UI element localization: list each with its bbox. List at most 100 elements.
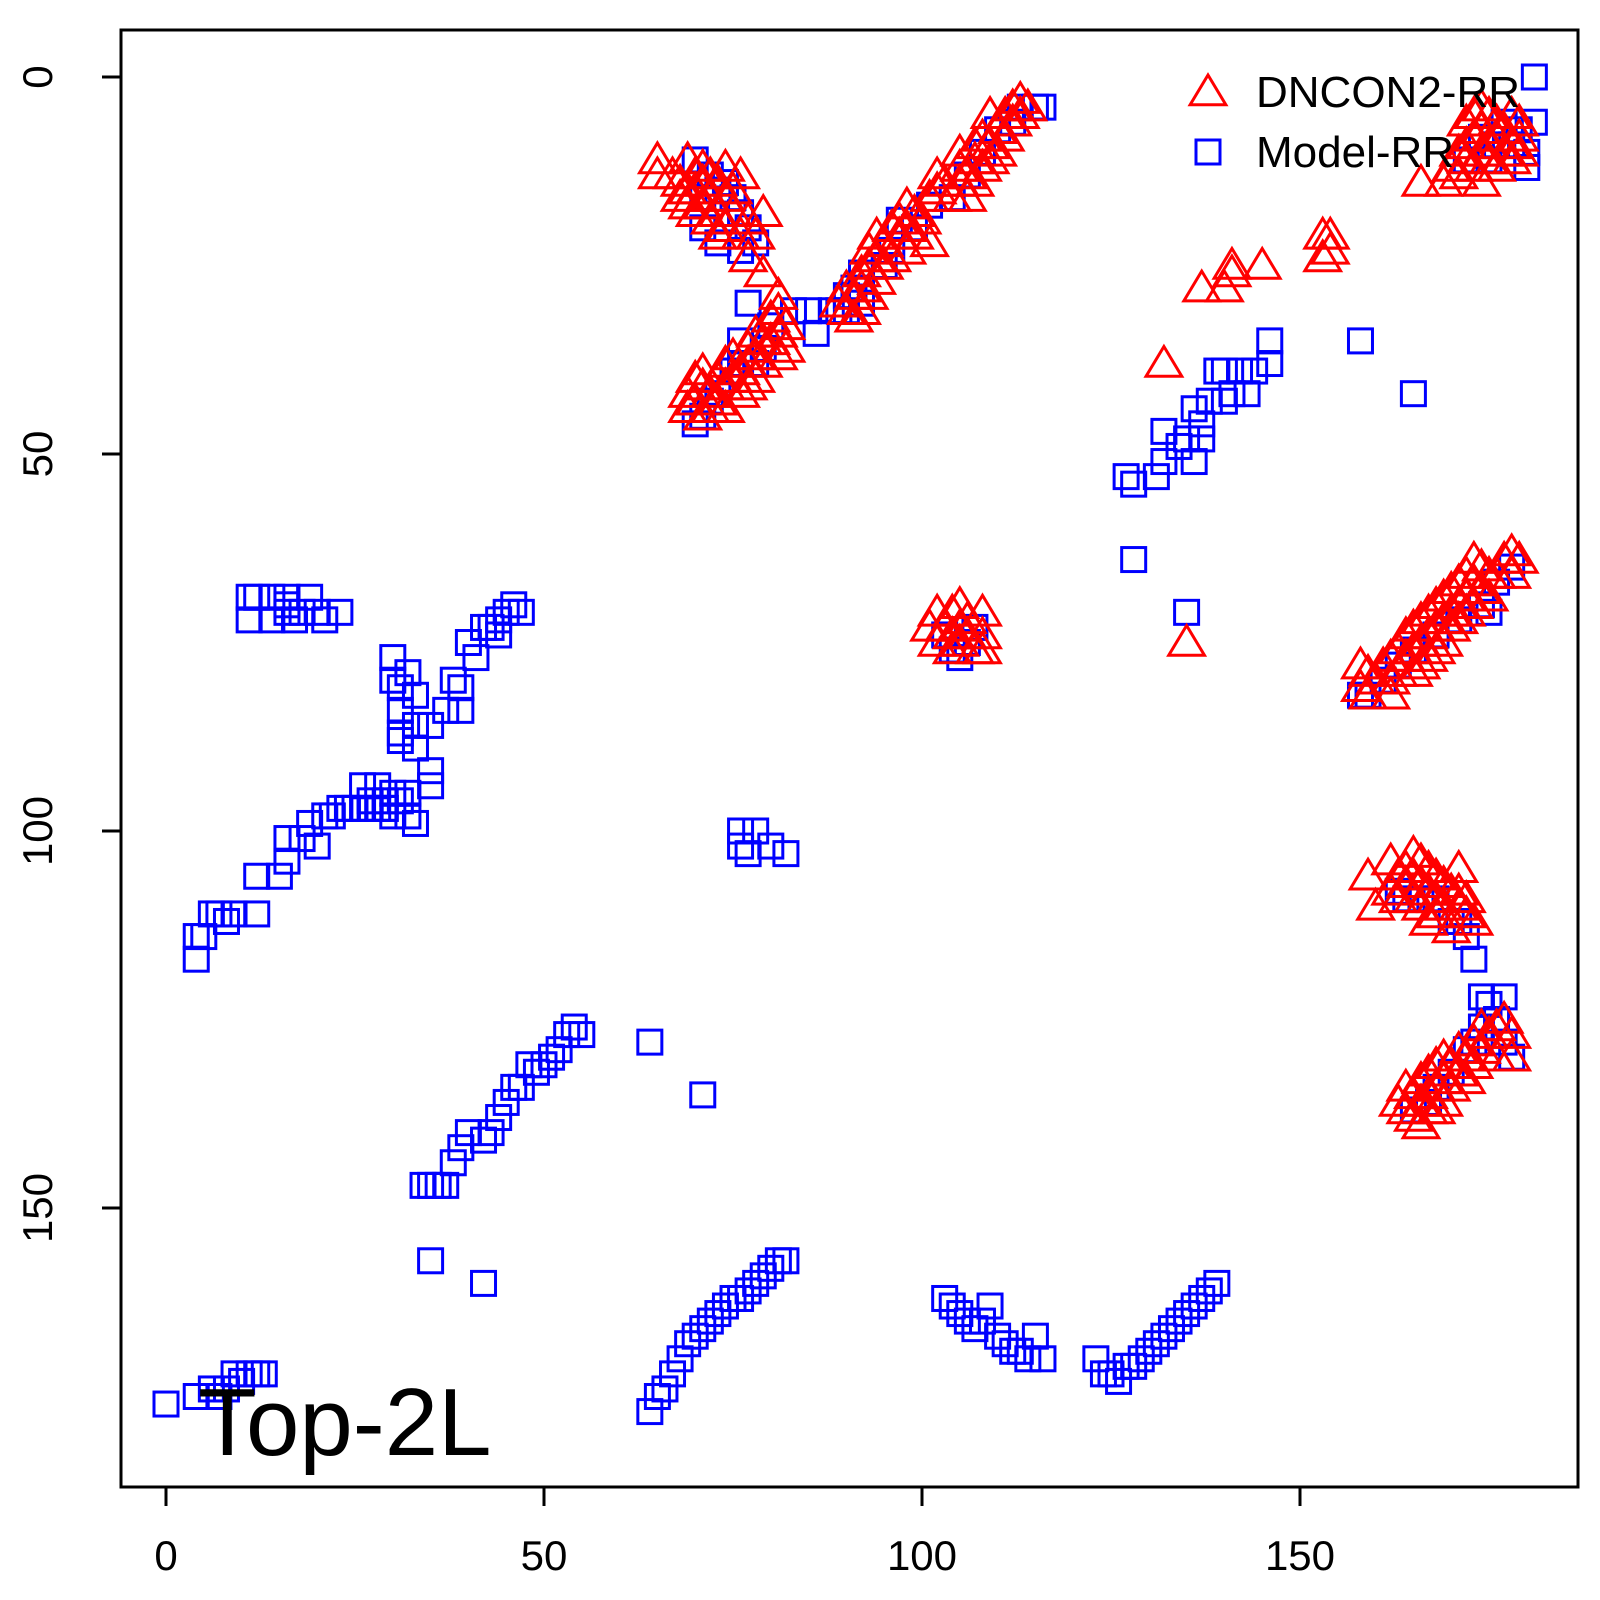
data-point	[969, 140, 1011, 175]
data-point	[1309, 230, 1351, 265]
data-point	[394, 802, 422, 830]
data-point	[1438, 871, 1480, 906]
data-point	[727, 1284, 755, 1312]
legend-marker	[1187, 72, 1229, 107]
data-point	[689, 155, 731, 190]
data-point	[991, 1330, 1019, 1358]
data-point	[1467, 983, 1495, 1011]
data-point	[568, 1021, 596, 1049]
data-point	[1181, 268, 1223, 303]
data-point	[1082, 1345, 1110, 1373]
data-point	[946, 599, 988, 635]
legend: DNCON2-RR Model-RR	[1187, 68, 1520, 177]
data-point	[742, 817, 770, 845]
data-point	[1226, 357, 1254, 385]
data-point	[258, 606, 286, 634]
data-point	[765, 328, 807, 363]
data-point	[205, 900, 233, 928]
data-point	[666, 1345, 694, 1373]
data-point	[1498, 539, 1540, 574]
data-point	[1211, 245, 1253, 280]
data-point	[1309, 215, 1351, 250]
data-point	[1491, 140, 1533, 175]
data-point	[711, 1292, 739, 1320]
series-model-rr	[152, 63, 1548, 1426]
data-point	[182, 945, 210, 973]
data-point	[1490, 983, 1518, 1011]
data-point	[152, 1390, 180, 1418]
data-point	[696, 1307, 724, 1335]
data-point	[273, 825, 301, 853]
y-tick-label: 150	[14, 1173, 61, 1243]
data-point	[485, 606, 513, 634]
data-point	[212, 1375, 240, 1403]
data-point	[462, 644, 490, 672]
data-point	[772, 840, 800, 868]
data-point	[1233, 380, 1261, 408]
data-point	[288, 825, 316, 853]
data-point	[265, 862, 293, 890]
data-point	[643, 1383, 671, 1410]
data-point	[931, 1284, 959, 1312]
data-point	[1127, 1345, 1155, 1373]
data-point	[477, 613, 505, 641]
data-point	[258, 583, 286, 611]
data-point	[349, 772, 377, 800]
x-axis: 0 50 100 150	[154, 1485, 1335, 1579]
data-point	[727, 832, 755, 860]
data-point	[1346, 327, 1374, 355]
data-point	[1142, 1330, 1170, 1358]
data-point	[401, 734, 429, 762]
data-point	[1256, 327, 1284, 355]
data-point	[386, 719, 414, 747]
data-point	[1089, 1360, 1117, 1388]
data-point	[1453, 539, 1495, 574]
data-point	[727, 817, 755, 845]
data-point	[197, 900, 225, 928]
data-point	[1302, 238, 1344, 273]
data-point	[1423, 1037, 1465, 1072]
data-point	[243, 900, 271, 928]
data-point	[545, 1036, 573, 1064]
data-point	[689, 1315, 717, 1343]
data-point	[764, 1247, 792, 1275]
data-point	[432, 1171, 460, 1199]
plot-frame	[119, 28, 1580, 1489]
data-point	[273, 847, 301, 875]
data-point	[401, 809, 429, 837]
data-point	[1165, 432, 1193, 460]
data-point	[190, 923, 218, 951]
data-point	[560, 1013, 588, 1041]
data-point	[470, 1269, 498, 1297]
data-point	[417, 1171, 445, 1199]
legend-item: DNCON2-RR	[1187, 68, 1520, 117]
data-point	[681, 1322, 709, 1350]
data-point	[749, 1262, 777, 1290]
data-point	[1166, 622, 1208, 657]
data-point	[1112, 463, 1140, 491]
data-point	[742, 253, 784, 288]
data-point	[1438, 1029, 1480, 1064]
data-point	[386, 674, 414, 702]
data-point	[394, 659, 422, 687]
data-point	[485, 1104, 513, 1132]
data-point	[1188, 1284, 1216, 1312]
data-point	[961, 1315, 989, 1343]
data-point	[1210, 357, 1238, 385]
data-point	[1203, 357, 1231, 385]
data-point	[1445, 894, 1487, 929]
data-point	[968, 1307, 996, 1335]
data-point	[939, 147, 981, 182]
data-point	[1203, 1269, 1231, 1297]
data-point	[182, 923, 210, 951]
data-point	[1438, 848, 1480, 883]
data-point	[1006, 1337, 1034, 1365]
data-point	[1150, 417, 1178, 445]
data-point	[530, 1051, 558, 1079]
data-point	[553, 1021, 581, 1049]
data-point	[1135, 1337, 1163, 1365]
data-point	[349, 794, 377, 822]
data-point	[1007, 87, 1049, 122]
data-point	[1021, 1322, 1049, 1350]
